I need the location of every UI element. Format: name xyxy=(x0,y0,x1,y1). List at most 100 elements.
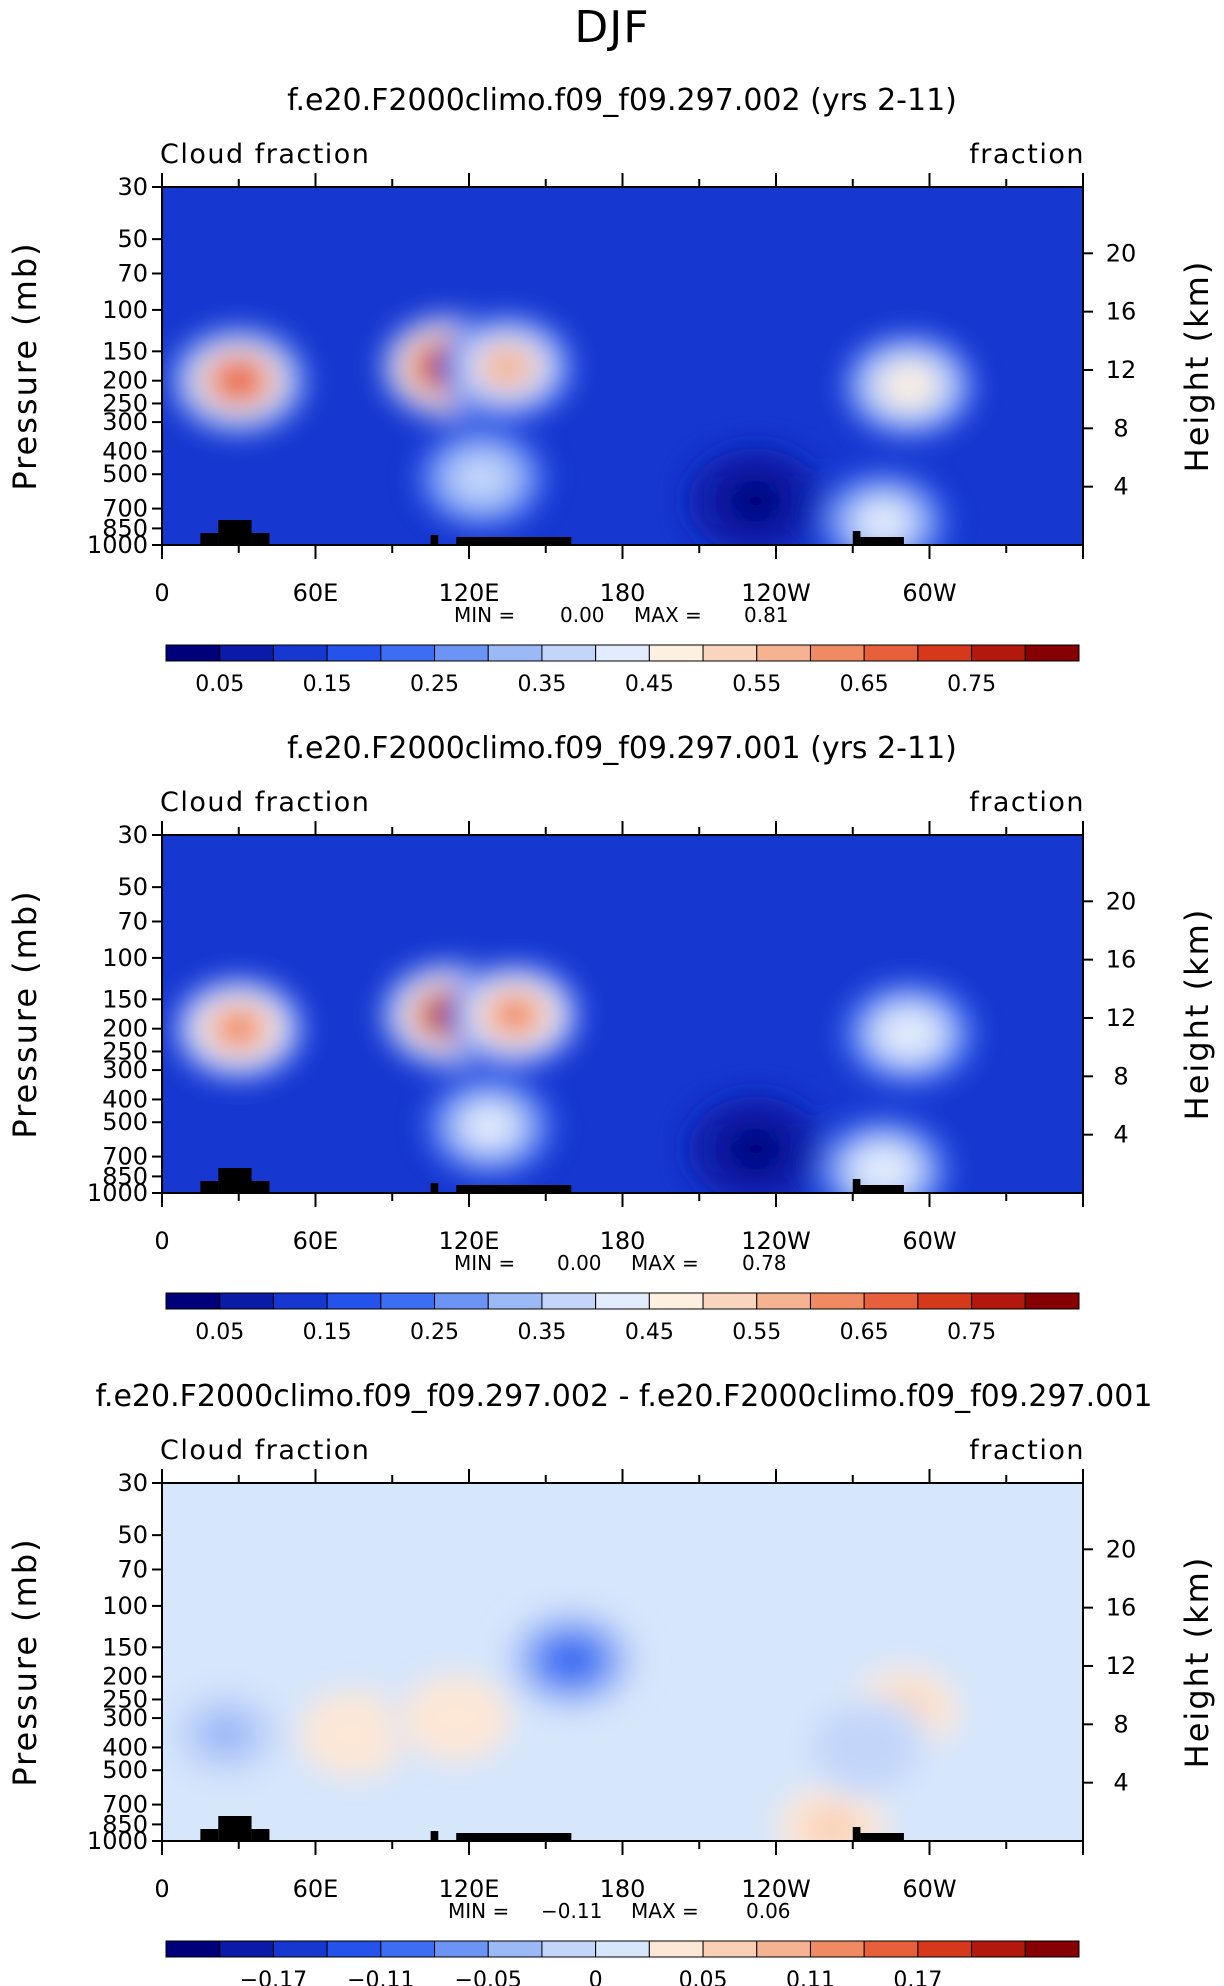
pressure-tick-label: 150 xyxy=(102,337,148,365)
pressure-tick-label: 30 xyxy=(117,821,148,849)
terrain-block xyxy=(218,520,252,545)
colorbar-swatch xyxy=(971,1940,1026,1958)
pressure-tick-label: 700 xyxy=(102,495,148,523)
lon-tick-label: 180 xyxy=(600,1227,646,1255)
colorbar-swatch xyxy=(219,1292,274,1310)
field-feature xyxy=(881,1011,938,1056)
colorbar-label: 0.25 xyxy=(410,672,459,697)
colorbar-label: 0.45 xyxy=(625,1320,674,1345)
corner-units-label: fraction xyxy=(969,139,1085,170)
lon-tick-label: 60W xyxy=(902,1227,956,1255)
colorbar-label: −0.17 xyxy=(240,1968,307,1986)
colorbar-label: 0.11 xyxy=(786,1968,835,1986)
terrain-block xyxy=(430,535,439,545)
terrain-block xyxy=(218,1816,252,1841)
panel-2: f.e20.F2000climo.f09_f09.297.001 (yrs 2-… xyxy=(6,731,1216,1345)
terrain-block xyxy=(200,533,219,545)
colorbar-label: 0.55 xyxy=(732,672,781,697)
height-tick-label: 20 xyxy=(1106,887,1137,915)
height-tick-label: 12 xyxy=(1106,1004,1137,1032)
colorbar-swatch xyxy=(756,1940,811,1958)
colorbar-swatch xyxy=(917,644,973,662)
colorbar-label: 0.75 xyxy=(947,1320,996,1345)
pressure-tick-label: 400 xyxy=(102,1733,148,1761)
lon-tick-label: 120E xyxy=(439,1227,500,1255)
pressure-tick-label: 150 xyxy=(102,985,148,1013)
min-value: 0.00 xyxy=(560,603,605,627)
pressure-tick-label: 100 xyxy=(102,944,148,972)
colorbar-swatch xyxy=(165,1292,221,1310)
panel-title: f.e20.F2000climo.f09_f09.297.001 (yrs 2-… xyxy=(287,731,957,766)
pressure-tick-label: 100 xyxy=(102,296,148,324)
height-tick-label: 4 xyxy=(1113,473,1128,501)
corner-variable-label: Cloud fraction xyxy=(160,1435,370,1466)
pressure-tick-label: 500 xyxy=(102,1108,148,1136)
ylabel-height: Height (km) xyxy=(1178,1556,1216,1769)
colorbar-label: 0.45 xyxy=(625,672,674,697)
colorbar-swatch xyxy=(380,1292,436,1310)
ylabel-pressure: Pressure (mb) xyxy=(6,889,44,1138)
lon-tick-label: 180 xyxy=(600,1875,646,1903)
colorbar-label: −0.05 xyxy=(455,1968,522,1986)
colorbar-swatch xyxy=(756,1292,811,1310)
colorbar-swatch xyxy=(165,644,221,662)
colorbar-swatch xyxy=(809,644,865,662)
terrain-block xyxy=(852,1827,861,1841)
pressure-tick-label: 50 xyxy=(117,225,148,253)
field-feature xyxy=(210,1006,267,1051)
colorbar-swatch xyxy=(219,644,274,662)
field-feature xyxy=(325,1711,382,1756)
colorbar-swatch xyxy=(434,1940,489,1958)
height-tick-label: 12 xyxy=(1106,356,1137,384)
colorbar-swatch xyxy=(863,1940,919,1958)
pressure-tick-label: 1000 xyxy=(87,531,148,559)
min-value: −0.11 xyxy=(541,1899,602,1923)
colorbar-label: 0.65 xyxy=(840,672,889,697)
terrain-block xyxy=(430,1831,439,1841)
min-label: MIN = xyxy=(454,1251,515,1275)
pressure-tick-label: 200 xyxy=(102,1015,148,1043)
pressure-tick-label: 850 xyxy=(102,1810,148,1838)
terrain-block xyxy=(860,537,904,545)
colorbar-swatch xyxy=(971,1292,1026,1310)
panel-title: f.e20.F2000climo.f09_f09.297.002 - f.e20… xyxy=(96,1379,1153,1414)
corner-units-label: fraction xyxy=(969,1435,1085,1466)
max-label: MAX = xyxy=(631,1251,699,1275)
colorbar-swatch xyxy=(219,1940,274,1958)
height-tick-label: 16 xyxy=(1106,1594,1137,1622)
pressure-tick-label: 70 xyxy=(117,260,148,288)
colorbar-label: 0.15 xyxy=(303,1320,352,1345)
colorbar-swatch xyxy=(541,644,597,662)
lon-tick-label: 120W xyxy=(741,1875,811,1903)
colorbar-label: 0.15 xyxy=(303,672,352,697)
contour-field xyxy=(162,1483,1083,1841)
colorbar-swatch xyxy=(272,644,328,662)
colorbar-swatch xyxy=(272,1292,328,1310)
pressure-tick-label: 500 xyxy=(102,1756,148,1784)
lon-tick-label: 180 xyxy=(600,579,646,607)
terrain-block xyxy=(251,1181,270,1193)
pressure-tick-label: 50 xyxy=(117,1521,148,1549)
ylabel-pressure: Pressure (mb) xyxy=(6,1537,44,1786)
field-feature xyxy=(727,479,784,524)
ylabel-pressure: Pressure (mb) xyxy=(6,241,44,490)
lon-tick-label: 60W xyxy=(902,579,956,607)
colorbar-label: 0.75 xyxy=(947,672,996,697)
pressure-tick-label: 300 xyxy=(102,1056,148,1084)
colorbar-swatch xyxy=(487,1292,543,1310)
colorbar-swatch xyxy=(1024,644,1080,662)
colorbar-label: 0.25 xyxy=(410,1320,459,1345)
colorbar-swatch xyxy=(1024,1292,1080,1310)
min-value: 0.00 xyxy=(557,1251,602,1275)
terrain-block xyxy=(200,1181,219,1193)
height-tick-label: 8 xyxy=(1113,1710,1128,1738)
corner-variable-label: Cloud fraction xyxy=(160,139,370,170)
colorbar-swatch xyxy=(272,1940,328,1958)
colorbar-swatch xyxy=(917,1292,973,1310)
pressure-tick-label: 1000 xyxy=(87,1827,148,1855)
lon-tick-label: 120W xyxy=(741,1227,811,1255)
field-feature xyxy=(461,1104,518,1149)
height-tick-label: 16 xyxy=(1106,298,1137,326)
max-value: 0.81 xyxy=(744,603,789,627)
